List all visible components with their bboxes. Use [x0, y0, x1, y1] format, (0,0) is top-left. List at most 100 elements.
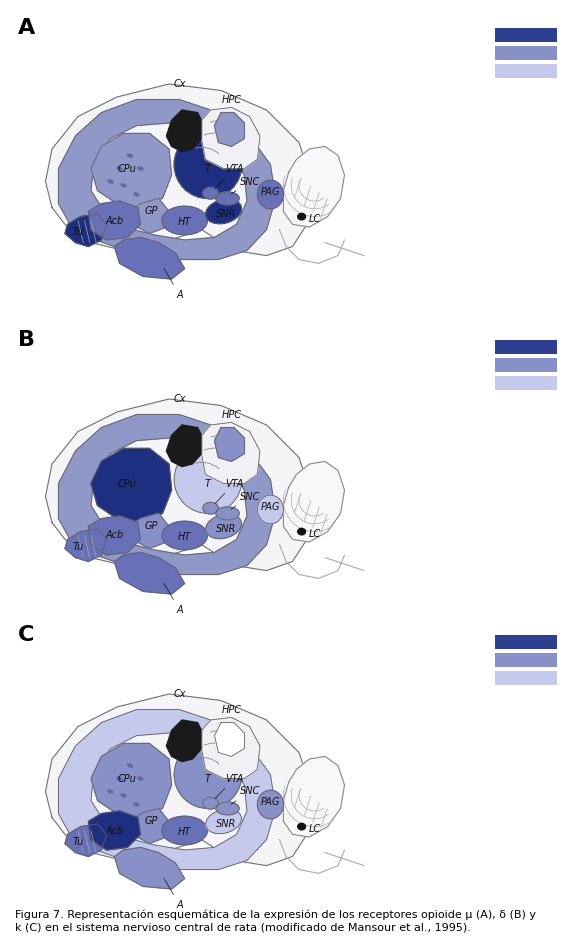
Polygon shape [214, 722, 244, 756]
Polygon shape [91, 134, 172, 208]
Text: T: T [205, 773, 211, 784]
Text: T: T [205, 163, 211, 174]
Ellipse shape [127, 154, 133, 157]
Ellipse shape [258, 495, 283, 524]
Ellipse shape [203, 187, 218, 199]
Ellipse shape [216, 507, 239, 520]
Text: Acb: Acb [105, 826, 124, 835]
Bar [495, 64, 557, 78]
Text: A: A [18, 18, 35, 38]
Text: VTA: VTA [215, 163, 243, 189]
Polygon shape [166, 720, 201, 762]
Text: Acb: Acb [105, 530, 124, 541]
Text: VTA: VTA [215, 478, 243, 504]
Text: SNC: SNC [231, 787, 260, 804]
Polygon shape [88, 516, 140, 555]
Bar [495, 671, 557, 685]
Text: HPC: HPC [221, 95, 241, 104]
Polygon shape [58, 710, 276, 869]
Ellipse shape [258, 791, 283, 819]
Ellipse shape [258, 180, 283, 209]
Text: LC: LC [308, 530, 321, 539]
Polygon shape [58, 415, 276, 574]
Ellipse shape [174, 446, 242, 513]
Text: CPu: CPu [118, 478, 137, 489]
Bar [495, 46, 557, 60]
Ellipse shape [216, 192, 239, 205]
Ellipse shape [174, 131, 242, 198]
Ellipse shape [121, 184, 126, 187]
Bar [495, 376, 557, 390]
Text: Cx: Cx [173, 79, 186, 89]
Text: GP: GP [144, 521, 158, 531]
Polygon shape [65, 824, 107, 857]
Polygon shape [58, 100, 276, 259]
Polygon shape [283, 461, 345, 542]
Ellipse shape [108, 180, 113, 183]
Ellipse shape [134, 803, 139, 806]
Bar [495, 653, 557, 667]
Text: HT: HT [178, 216, 192, 227]
Polygon shape [91, 743, 172, 817]
Text: T: T [205, 478, 211, 489]
Ellipse shape [298, 824, 305, 829]
Ellipse shape [134, 193, 139, 196]
Text: Figura 7. Representación esquemática de la expresión de los receptores opioide μ: Figura 7. Representación esquemática de … [15, 910, 536, 932]
Text: CPu: CPu [118, 773, 137, 784]
Text: HT: HT [178, 827, 192, 837]
Text: SNR: SNR [216, 524, 237, 534]
Polygon shape [201, 107, 260, 169]
Ellipse shape [206, 514, 241, 539]
Ellipse shape [216, 802, 239, 815]
Polygon shape [65, 529, 107, 562]
Text: HPC: HPC [221, 704, 241, 715]
Ellipse shape [206, 809, 241, 833]
Polygon shape [88, 811, 140, 850]
Polygon shape [130, 198, 169, 233]
Ellipse shape [162, 816, 207, 845]
Polygon shape [283, 756, 345, 837]
Ellipse shape [138, 167, 143, 170]
Text: Tu: Tu [72, 837, 84, 847]
Polygon shape [130, 809, 169, 844]
Text: SNC: SNC [231, 492, 260, 510]
Polygon shape [114, 237, 185, 279]
Text: A: A [164, 269, 183, 300]
Ellipse shape [203, 797, 218, 809]
Ellipse shape [203, 502, 218, 514]
Text: LC: LC [308, 214, 321, 224]
Polygon shape [46, 84, 312, 255]
Bar [495, 28, 557, 42]
Ellipse shape [117, 167, 122, 170]
Text: B: B [18, 330, 35, 350]
Bar [495, 340, 557, 354]
Polygon shape [46, 694, 312, 865]
Polygon shape [46, 399, 312, 570]
Polygon shape [201, 422, 260, 483]
Ellipse shape [298, 214, 305, 220]
Text: Acb: Acb [105, 215, 124, 226]
Polygon shape [166, 425, 201, 467]
Text: LC: LC [308, 824, 321, 834]
Text: SNR: SNR [216, 819, 237, 829]
Text: PAG: PAG [260, 187, 280, 196]
Ellipse shape [298, 529, 305, 535]
Text: GP: GP [144, 206, 158, 216]
Ellipse shape [127, 764, 133, 767]
Bar [495, 358, 557, 372]
Polygon shape [130, 513, 169, 549]
Polygon shape [166, 110, 201, 152]
Ellipse shape [162, 206, 207, 234]
Text: HPC: HPC [221, 410, 241, 419]
Text: SNR: SNR [216, 209, 237, 219]
Polygon shape [88, 201, 140, 240]
Polygon shape [283, 146, 345, 227]
Text: PAG: PAG [260, 797, 280, 807]
Ellipse shape [108, 790, 113, 793]
Text: A: A [164, 879, 183, 909]
Ellipse shape [117, 777, 122, 780]
Ellipse shape [206, 199, 241, 224]
Polygon shape [91, 448, 172, 523]
Polygon shape [214, 113, 244, 146]
Text: HT: HT [178, 531, 192, 542]
